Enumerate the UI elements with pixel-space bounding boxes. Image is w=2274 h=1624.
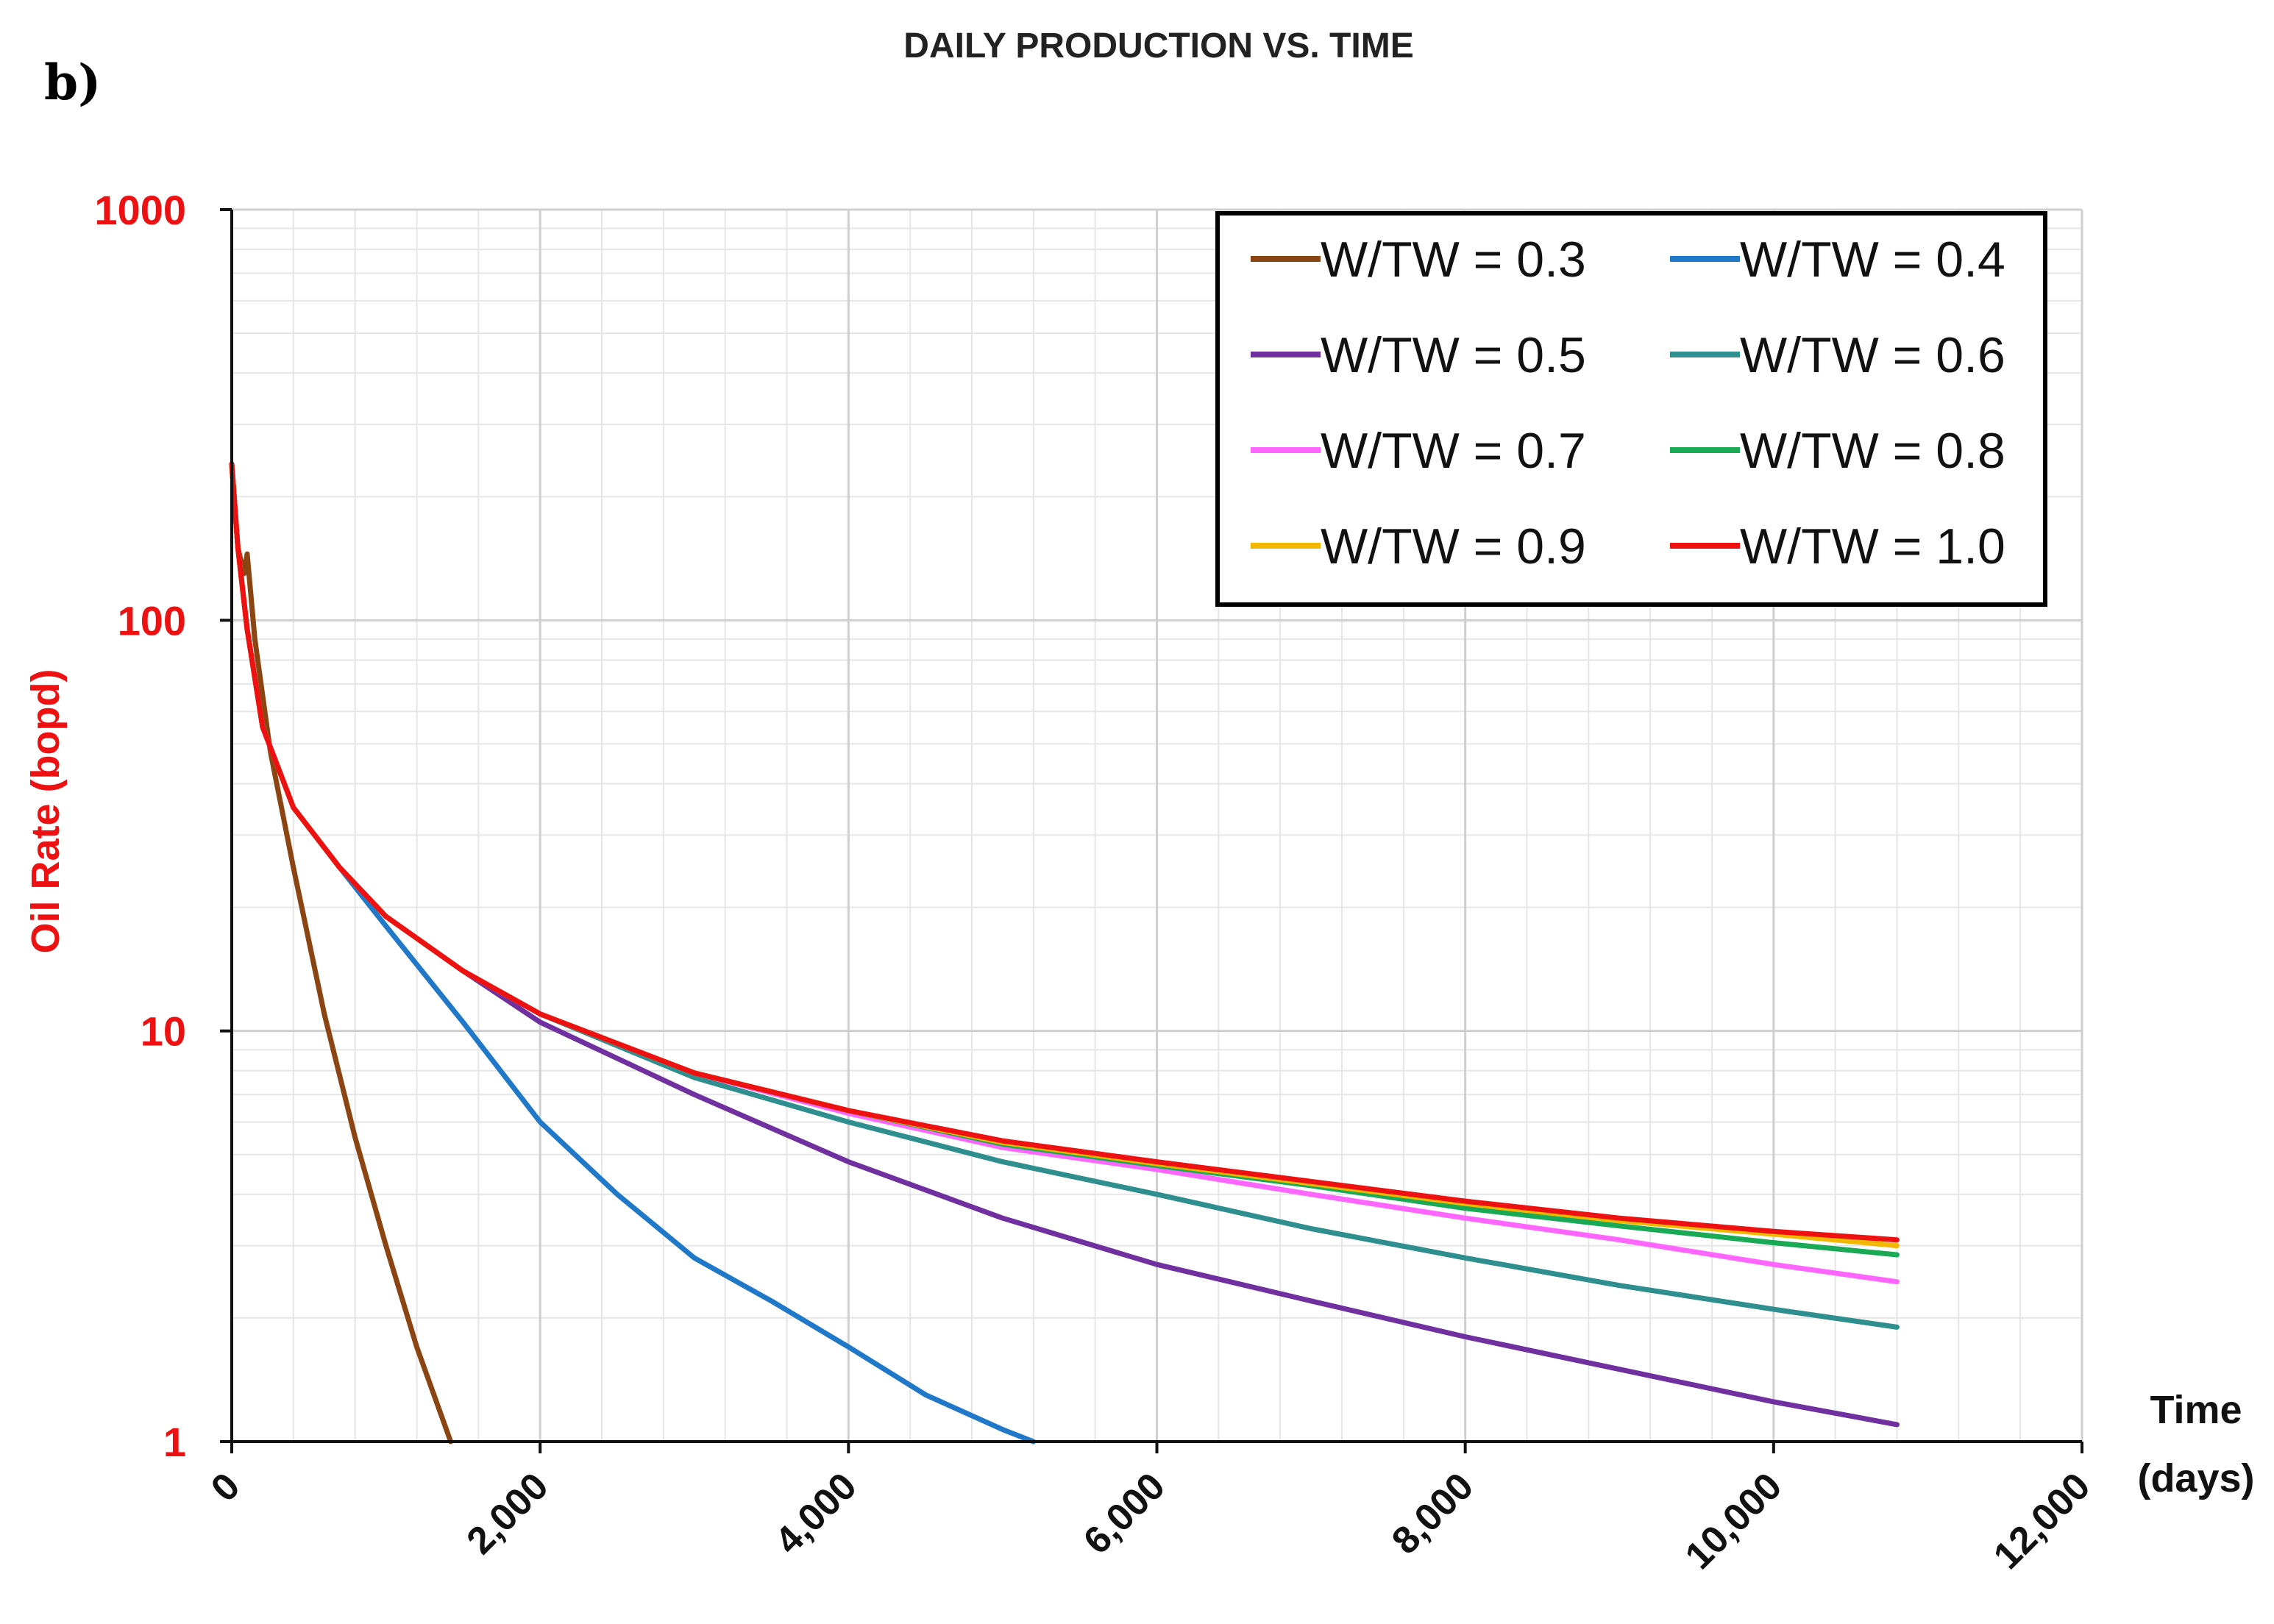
x-tick-labels: 0 2,000 4,000 6,000 8,000 10,000 12,000 bbox=[203, 1464, 2098, 1577]
y-tick-label: 1 bbox=[163, 1419, 186, 1465]
legend-label-3: W/TW = 0.5 bbox=[1321, 327, 1586, 383]
series-line-3 bbox=[229, 461, 1900, 1428]
legend-label-8: W/TW = 1.0 bbox=[1740, 519, 2005, 574]
series-line-8 bbox=[229, 461, 1900, 1243]
chart-title: DAILY PRODUCTION VS. TIME bbox=[903, 26, 1413, 65]
y-tick-label: 1000 bbox=[94, 187, 186, 233]
legend-label-7: W/TW = 0.9 bbox=[1321, 519, 1586, 574]
legend-label-4: W/TW = 0.6 bbox=[1740, 327, 2005, 383]
x-tick-label: 10,000 bbox=[1677, 1464, 1790, 1577]
axes bbox=[220, 208, 2083, 1453]
x-tick-label: 0 bbox=[203, 1464, 248, 1509]
y-tick-label: 10 bbox=[141, 1008, 186, 1055]
legend-box bbox=[1215, 211, 2047, 607]
x-tick-label: 2,000 bbox=[459, 1464, 557, 1562]
series-line-1 bbox=[229, 461, 454, 1445]
y-tick-label: 100 bbox=[118, 597, 186, 644]
x-tick-label: 12,000 bbox=[1986, 1464, 2098, 1577]
legend: W/TW = 0.3 W/TW = 0.4 W/TW = 0.5 W/TW = 0.6… bbox=[1215, 211, 2047, 607]
series-group bbox=[229, 461, 1900, 1445]
y-axis-label: Oil Rate (bopd) bbox=[24, 669, 68, 954]
panel-label: b) bbox=[44, 54, 101, 111]
series-line-2 bbox=[229, 461, 1037, 1445]
legend-label-1: W/TW = 0.3 bbox=[1321, 232, 1586, 288]
x-axis-label-line1: Time bbox=[2150, 1388, 2242, 1432]
legend-label-6: W/TW = 0.8 bbox=[1740, 423, 2005, 479]
x-axis-label-line2: (days) bbox=[2137, 1456, 2254, 1500]
legend-label-5: W/TW = 0.7 bbox=[1321, 423, 1586, 479]
x-tick-label: 4,000 bbox=[767, 1464, 865, 1562]
y-tick-labels: 1 10 100 1000 bbox=[94, 187, 186, 1465]
legend-label-2: W/TW = 0.4 bbox=[1740, 232, 2005, 288]
x-tick-label: 8,000 bbox=[1384, 1464, 1482, 1562]
x-tick-label: 6,000 bbox=[1076, 1464, 1173, 1562]
